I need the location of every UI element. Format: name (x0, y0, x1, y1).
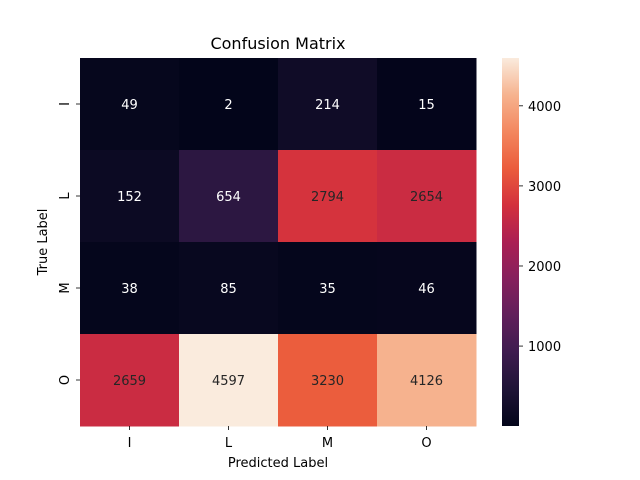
y-tick-label: O (58, 375, 73, 385)
heatmap-cell (377, 242, 477, 335)
heatmap-cell-label: 2 (224, 98, 232, 113)
y-tick-label: M (58, 282, 73, 293)
heatmap-cell-label: 15 (418, 98, 435, 113)
heatmap-cell (278, 150, 378, 243)
heatmap-cell (179, 58, 279, 151)
heatmap-cell-label: 2659 (113, 374, 146, 389)
colorbar (502, 58, 519, 426)
colorbar-tick-label: 4000 (528, 100, 561, 115)
heatmap-cell-label: 38 (121, 282, 138, 297)
colorbar-tick-label: 1000 (528, 340, 561, 355)
heatmap-cell-label: 85 (220, 282, 237, 297)
heatmap-cell-labels: 49 2 214 15 152 654 2794 2654 38 85 35 46 2659 4597 32… (113, 98, 443, 389)
y-axis-ticks: I L M O (58, 102, 80, 385)
heatmap-cell (179, 242, 279, 335)
colorbar-tick-label: 3000 (528, 180, 561, 195)
heatmap-cell-label: 35 (319, 282, 336, 297)
heatmap-cell (377, 150, 477, 243)
y-tick-label: L (58, 192, 73, 200)
heatmap-cell (80, 150, 180, 243)
heatmap-cell-label: 3230 (311, 374, 344, 389)
heatmap-cell-label: 4597 (212, 374, 245, 389)
heatmap-cell (278, 58, 378, 151)
heatmap-cell-label: 4126 (410, 374, 443, 389)
heatmap-cell (179, 334, 279, 427)
heatmap-cell (278, 242, 378, 335)
heatmap-cell (377, 334, 477, 427)
heatmap-cell-label: 2654 (410, 190, 443, 205)
heatmap-cell-label: 214 (315, 98, 340, 113)
heatmap-cells (80, 58, 477, 427)
heatmap-cell-label: 152 (117, 190, 142, 205)
heatmap-cell-label: 2794 (311, 190, 344, 205)
y-axis-label: True Label (36, 209, 51, 277)
x-tick-label: L (225, 436, 233, 451)
chart-title: Confusion Matrix (210, 34, 345, 53)
heatmap-cell (80, 242, 180, 335)
colorbar-tick-label: 2000 (528, 260, 561, 275)
heatmap-cell (80, 334, 180, 427)
colorbar-ticks: 1000 2000 3000 4000 (519, 100, 561, 355)
heatmap-cell (80, 58, 180, 151)
x-axis-label: Predicted Label (228, 456, 328, 471)
heatmap-cell (179, 150, 279, 243)
x-tick-label: O (421, 436, 431, 451)
heatmap-cell-label: 49 (121, 98, 138, 113)
x-tick-label: I (128, 436, 132, 451)
heatmap-cell-label: 46 (418, 282, 435, 297)
heatmap-cell (377, 58, 477, 151)
y-tick-label: I (58, 102, 73, 106)
x-tick-label: M (322, 436, 333, 451)
heatmap-cell-label: 654 (216, 190, 241, 205)
heatmap-cell (278, 334, 378, 427)
